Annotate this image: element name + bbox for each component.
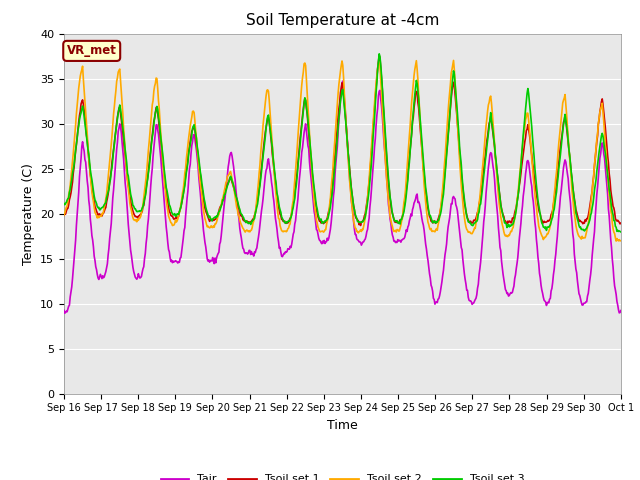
Line: Tsoil set 3: Tsoil set 3 xyxy=(64,54,621,232)
Tsoil set 1 xyxy=(127,203,135,208)
Tsoil set 2 xyxy=(60,212,68,218)
Tair xyxy=(71,247,79,253)
Tsoil set 2 xyxy=(617,238,625,244)
Tsoil set 2 xyxy=(70,141,78,147)
Y-axis label: Temperature (C): Temperature (C) xyxy=(22,163,35,264)
Tair xyxy=(185,177,193,183)
Tsoil set 3 xyxy=(428,215,435,221)
Tsoil set 1 xyxy=(375,53,383,59)
Tsoil set 3 xyxy=(411,92,419,97)
Tsoil set 3 xyxy=(184,159,192,165)
Tsoil set 2 xyxy=(214,216,221,222)
Tsoil set 2 xyxy=(184,142,192,147)
Tair xyxy=(412,196,419,202)
Text: VR_met: VR_met xyxy=(67,44,116,58)
Tsoil set 2 xyxy=(410,72,418,78)
Tsoil set 1 xyxy=(428,218,436,224)
Line: Tsoil set 2: Tsoil set 2 xyxy=(64,60,621,241)
Tair xyxy=(60,307,68,313)
Tsoil set 3 xyxy=(617,229,625,235)
Tsoil set 3 xyxy=(127,195,135,201)
Tair xyxy=(128,258,136,264)
Tsoil set 3 xyxy=(375,51,383,57)
Tair xyxy=(214,251,222,256)
Tsoil set 1 xyxy=(214,213,221,218)
Tair xyxy=(339,78,347,84)
Tair xyxy=(61,310,68,316)
Tsoil set 2 xyxy=(450,58,458,63)
Legend: Tair, Tsoil set 1, Tsoil set 2, Tsoil set 3: Tair, Tsoil set 1, Tsoil set 2, Tsoil se… xyxy=(156,470,529,480)
Tsoil set 3 xyxy=(214,214,221,220)
Line: Tair: Tair xyxy=(64,81,621,313)
Tsoil set 3 xyxy=(60,201,68,206)
Tsoil set 2 xyxy=(127,207,135,213)
Tsoil set 2 xyxy=(426,227,434,232)
Line: Tsoil set 1: Tsoil set 1 xyxy=(64,56,621,226)
Tsoil set 1 xyxy=(617,220,625,226)
Tsoil set 3 xyxy=(70,162,78,168)
Tsoil set 1 xyxy=(60,212,68,218)
Tair xyxy=(617,308,625,313)
Title: Soil Temperature at -4cm: Soil Temperature at -4cm xyxy=(246,13,439,28)
X-axis label: Time: Time xyxy=(327,419,358,432)
Tsoil set 1 xyxy=(184,156,192,162)
Tsoil set 1 xyxy=(70,164,78,170)
Tsoil set 1 xyxy=(412,91,419,97)
Tair xyxy=(428,285,436,290)
Tsoil set 1 xyxy=(356,223,364,228)
Tsoil set 2 xyxy=(612,238,620,244)
